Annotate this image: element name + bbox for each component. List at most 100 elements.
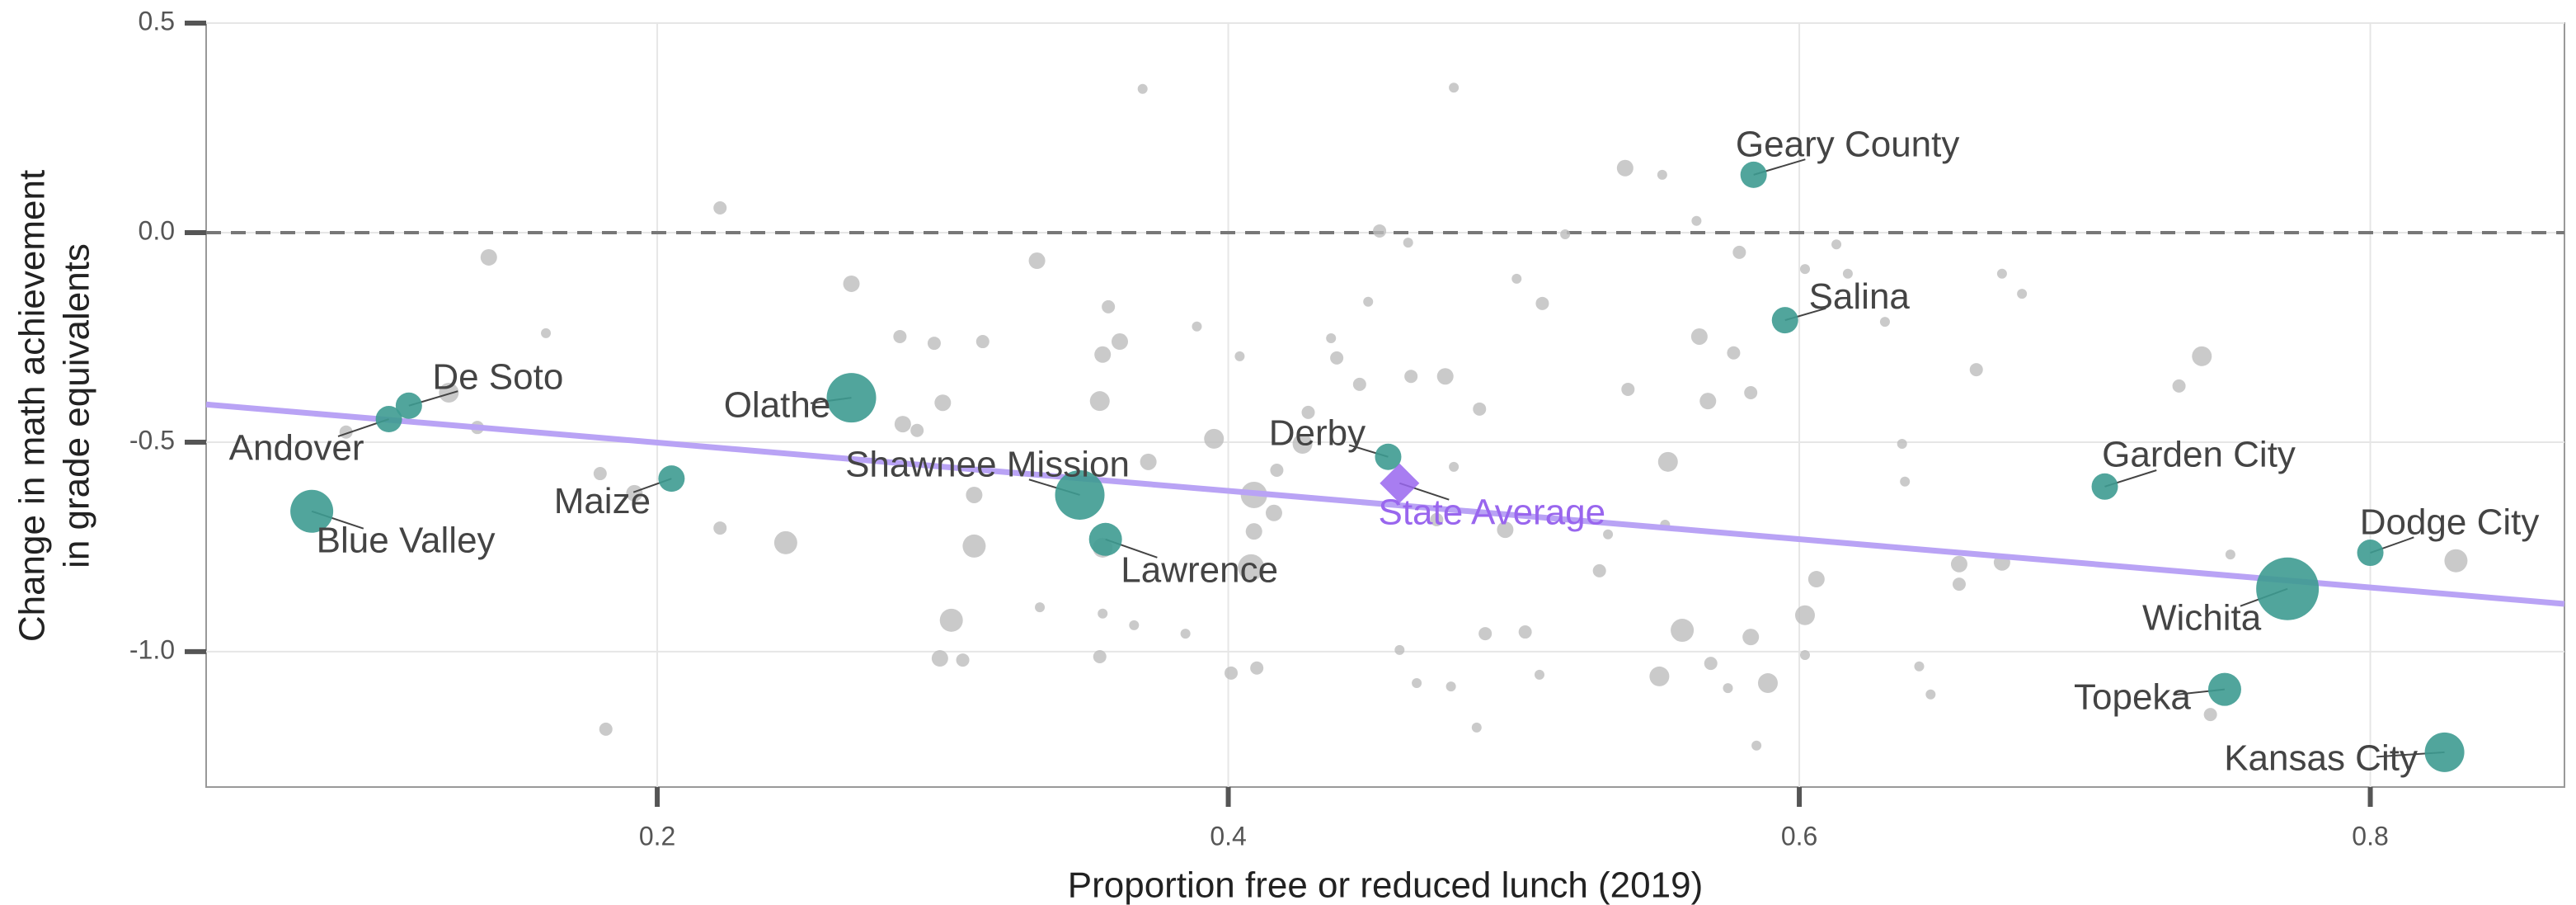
point bbox=[480, 248, 497, 266]
point bbox=[1699, 393, 1717, 410]
point bbox=[1757, 673, 1778, 694]
point bbox=[1842, 268, 1853, 279]
y-tick-label: 0.5 bbox=[139, 6, 175, 35]
point-label: Salina bbox=[1809, 276, 1911, 317]
point bbox=[1245, 523, 1262, 540]
point bbox=[966, 486, 983, 503]
point-label: Andover bbox=[229, 428, 364, 469]
point bbox=[1799, 649, 1810, 660]
point bbox=[1534, 669, 1544, 680]
point bbox=[939, 608, 963, 632]
point-label: De Soto bbox=[432, 356, 563, 397]
highlighted-point bbox=[1771, 307, 1798, 334]
x-axis-title: Proportion free or reduced lunch (2019) bbox=[1068, 865, 1703, 905]
point bbox=[2225, 549, 2235, 560]
point bbox=[1518, 625, 1532, 639]
point bbox=[1807, 571, 1825, 588]
point bbox=[1035, 602, 1046, 613]
point bbox=[1704, 657, 1718, 671]
point bbox=[1690, 328, 1708, 345]
point bbox=[1727, 346, 1741, 360]
point-label: Kansas City bbox=[2224, 738, 2418, 778]
state-average bbox=[1380, 463, 1420, 503]
point bbox=[1925, 689, 1936, 700]
point bbox=[1691, 215, 1702, 226]
highlighted-point bbox=[395, 392, 422, 419]
point bbox=[934, 394, 952, 412]
point bbox=[1234, 351, 1245, 361]
point bbox=[1603, 529, 1614, 540]
point bbox=[1449, 461, 1460, 472]
highlighted-point bbox=[1055, 469, 1105, 520]
y-tick-label: -1.0 bbox=[129, 634, 175, 664]
highlighted-point bbox=[1088, 522, 1122, 556]
point-label: Garden City bbox=[2102, 434, 2296, 474]
point-label: Derby bbox=[1269, 412, 1366, 453]
point bbox=[1592, 563, 1606, 577]
point bbox=[894, 416, 911, 433]
highlighted-point bbox=[826, 373, 877, 423]
point bbox=[1404, 370, 1418, 384]
y-tick-label: 0.0 bbox=[139, 215, 175, 245]
x-tick-label: 0.2 bbox=[639, 821, 675, 851]
point bbox=[1326, 332, 1337, 343]
state-average-label: State Average bbox=[1378, 492, 1605, 532]
point bbox=[1403, 238, 1413, 248]
highlighted-point bbox=[2357, 540, 2384, 567]
point bbox=[931, 650, 948, 667]
point bbox=[1449, 82, 1460, 93]
point bbox=[1137, 83, 1148, 94]
point bbox=[1204, 428, 1225, 449]
point bbox=[1616, 159, 1634, 177]
point bbox=[1129, 620, 1140, 630]
plot-area bbox=[205, 22, 2565, 788]
point bbox=[975, 335, 990, 349]
point bbox=[1089, 391, 1110, 412]
highlighted-point bbox=[2256, 557, 2320, 620]
point bbox=[773, 530, 797, 554]
point bbox=[1430, 512, 1444, 526]
highlighted-point bbox=[2091, 473, 2118, 500]
point bbox=[1657, 169, 1667, 180]
point bbox=[1732, 245, 1746, 259]
trend-line bbox=[205, 401, 2565, 607]
point-label: Wichita bbox=[2142, 597, 2262, 638]
point bbox=[1914, 661, 1925, 672]
point bbox=[1996, 268, 2007, 279]
point bbox=[1270, 463, 1284, 477]
highlighted-point bbox=[375, 406, 402, 433]
highlighted-point bbox=[1740, 161, 1767, 188]
point bbox=[1799, 264, 1810, 275]
point bbox=[713, 201, 727, 215]
point bbox=[593, 467, 607, 481]
x-tick-label: 0.6 bbox=[1781, 821, 1817, 851]
point bbox=[1028, 252, 1046, 270]
x-tick-label: 0.4 bbox=[1210, 821, 1246, 851]
point-label: Shawnee Mission bbox=[845, 445, 1130, 485]
point bbox=[1535, 296, 1549, 310]
point bbox=[1657, 451, 1678, 472]
point bbox=[1102, 299, 1116, 313]
point bbox=[1352, 377, 1366, 391]
point bbox=[1292, 433, 1313, 454]
point bbox=[1473, 402, 1487, 416]
highlighted-point bbox=[2207, 672, 2241, 706]
point bbox=[1471, 722, 1482, 733]
x-tick-label: 0.8 bbox=[2352, 821, 2388, 851]
point-label: Lawrence bbox=[1121, 549, 1278, 590]
point bbox=[1897, 438, 1907, 449]
point bbox=[599, 722, 613, 736]
point bbox=[1094, 346, 1112, 363]
point bbox=[1330, 351, 1344, 365]
point bbox=[541, 328, 552, 338]
highlighted-point bbox=[290, 489, 334, 533]
point bbox=[2444, 549, 2468, 573]
point-label: Dodge City bbox=[2360, 502, 2540, 543]
point bbox=[1744, 386, 1758, 400]
highlighted-point bbox=[1375, 443, 1402, 470]
point bbox=[1649, 666, 1670, 686]
point bbox=[1969, 363, 1983, 377]
point bbox=[927, 337, 941, 351]
point bbox=[1751, 740, 1762, 751]
